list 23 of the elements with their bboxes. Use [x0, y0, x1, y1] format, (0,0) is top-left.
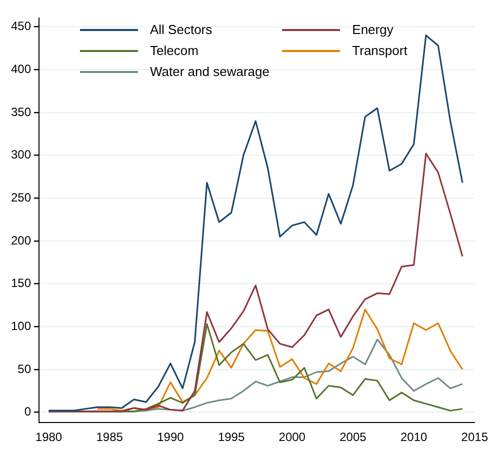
x-tick-label: 1995 — [218, 430, 245, 444]
legend-label: Energy — [352, 22, 394, 37]
x-tick-label: 2010 — [400, 430, 428, 444]
y-tick-label: 250 — [10, 190, 32, 204]
legend-label: Transport — [352, 43, 408, 58]
x-tick-label: 2015 — [461, 430, 488, 444]
x-tick-label: 2000 — [278, 430, 306, 444]
x-tick-label: 1980 — [35, 430, 62, 444]
x-tick-label: 1985 — [96, 430, 124, 444]
x-tick-label: 1990 — [157, 430, 184, 444]
x-tick-label: 2005 — [340, 430, 367, 444]
y-tick-label: 300 — [10, 148, 32, 162]
legend-label: All Sectors — [150, 22, 212, 37]
y-tick-label: 50 — [18, 362, 32, 376]
y-tick-label: 400 — [10, 62, 32, 76]
y-tick-label: 150 — [10, 276, 32, 290]
legend-label: Water and sewarage — [150, 64, 270, 79]
y-tick-label: 450 — [10, 19, 32, 34]
y-tick-label: 350 — [10, 104, 32, 119]
y-tick-label: 100 — [10, 318, 32, 333]
y-tick-label: 200 — [10, 233, 32, 248]
y-tick-label: 0 — [24, 404, 32, 419]
legend-label: Telecom — [150, 43, 198, 58]
